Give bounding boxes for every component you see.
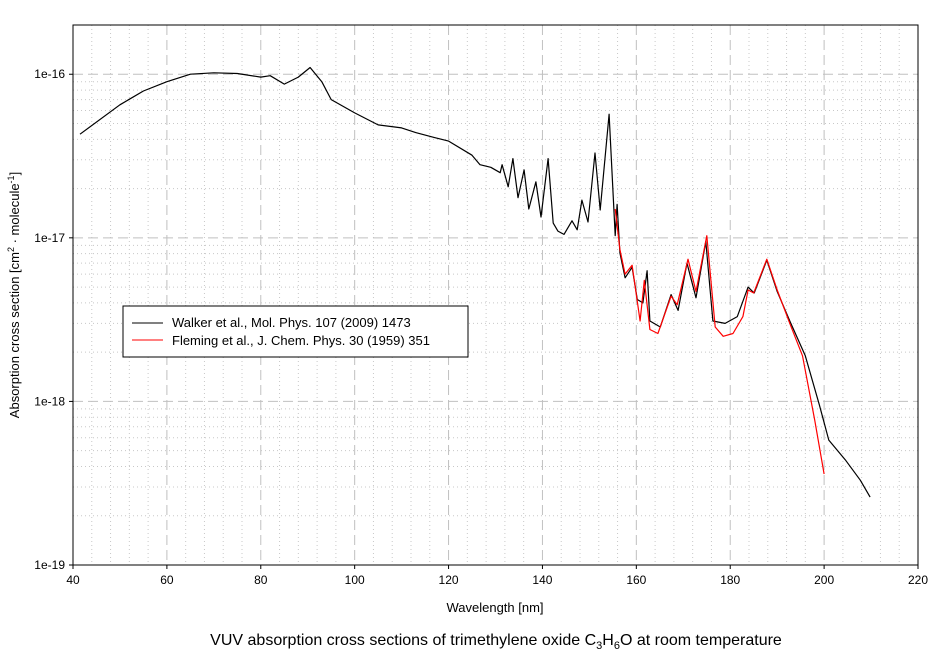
- series-walker-line: [79, 66, 871, 498]
- y-axis-label: Absorption cross section [cm2 · molecule…: [6, 172, 22, 418]
- legend: Walker et al., Mol. Phys. 107 (2009) 147…: [122, 305, 469, 358]
- x-tick-label: 80: [254, 573, 268, 587]
- x-tick-label: 140: [532, 573, 552, 587]
- grid: [73, 24, 918, 565]
- legend-box: [122, 305, 469, 358]
- x-tick-label: 180: [720, 573, 740, 587]
- y-tick-label: 1e-19: [34, 558, 65, 572]
- x-tick-label: 220: [908, 573, 928, 587]
- y-tick-label: 1e-16: [34, 67, 65, 81]
- series-fleming-line: [614, 208, 825, 475]
- x-tick-label: 40: [66, 573, 80, 587]
- plot-frame: [72, 24, 919, 566]
- x-tick-label: 160: [626, 573, 646, 587]
- tick-labels: 40 60 80 100 120 140 160 180 200 220 1e-19 1e-18 1e-…: [34, 67, 928, 587]
- y-tick-label: 1e-18: [34, 394, 65, 408]
- legend-label-walker: Walker et al., Mol. Phys. 107 (2009) 147…: [172, 315, 411, 330]
- series-lines: [79, 66, 871, 498]
- y-tick-label: 1e-17: [34, 231, 65, 245]
- x-tick-label: 120: [439, 573, 459, 587]
- x-tick-label: 200: [814, 573, 834, 587]
- x-tick-label: 60: [160, 573, 174, 587]
- legend-label-fleming: Fleming et al., J. Chem. Phys. 30 (1959)…: [172, 333, 430, 348]
- x-axis-label: Wavelength [nm]: [446, 600, 543, 615]
- chart-title: VUV absorption cross sections of trimeth…: [210, 632, 782, 652]
- x-tick-label: 100: [345, 573, 365, 587]
